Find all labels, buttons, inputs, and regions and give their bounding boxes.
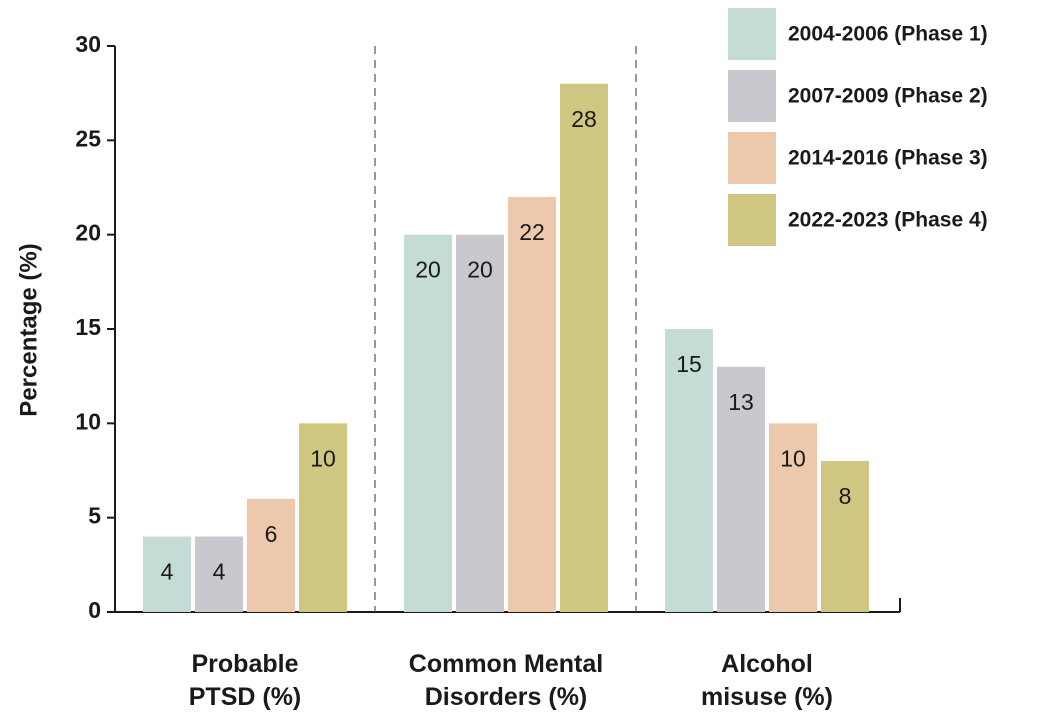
legend-swatch — [728, 8, 776, 60]
value-label: 4 — [161, 559, 174, 585]
value-label: 22 — [519, 219, 545, 245]
y-tick-label: 10 — [75, 408, 101, 434]
y-tick-label: 0 — [88, 597, 101, 623]
bar — [769, 423, 817, 612]
value-label: 8 — [839, 483, 852, 509]
bar — [299, 423, 347, 612]
y-tick-label: 15 — [75, 314, 101, 340]
legend-label: 2022-2023 (Phase 4) — [788, 209, 988, 232]
y-tick-label: 25 — [75, 125, 101, 151]
bar — [247, 498, 295, 612]
value-label: 20 — [415, 257, 441, 283]
legend-swatch — [728, 194, 776, 246]
y-axis-label: Percentage (%) — [15, 243, 42, 416]
bar — [665, 329, 713, 612]
value-label: 4 — [213, 559, 226, 585]
value-label: 15 — [676, 351, 702, 377]
value-label: 20 — [467, 257, 493, 283]
x-tick-label: Probable PTSD (%) — [188, 650, 302, 711]
y-tick-label: 5 — [88, 503, 101, 529]
bar — [404, 234, 452, 612]
value-label: 6 — [265, 521, 278, 547]
bar — [560, 83, 608, 612]
bar — [717, 366, 765, 612]
value-label: 10 — [310, 445, 336, 471]
legend-label: 2014-2016 (Phase 3) — [788, 147, 988, 170]
value-label: 10 — [780, 445, 806, 471]
value-label: 13 — [728, 389, 754, 415]
legend-swatch — [728, 132, 776, 184]
bar — [508, 196, 556, 612]
value-label: 28 — [571, 106, 597, 132]
y-tick-label: 30 — [75, 31, 101, 57]
legend-label: 2007-2009 (Phase 2) — [788, 85, 988, 108]
bar — [821, 461, 869, 612]
bar — [195, 536, 243, 612]
x-tick-label: Alcohol misuse (%) — [701, 650, 833, 711]
legend-swatch — [728, 70, 776, 122]
x-tick-label: Common Mental Disorders (%) — [408, 650, 604, 711]
legend-label: 2004-2006 (Phase 1) — [788, 23, 988, 46]
bar — [456, 234, 504, 612]
bar — [143, 536, 191, 612]
y-tick-label: 20 — [75, 220, 101, 246]
